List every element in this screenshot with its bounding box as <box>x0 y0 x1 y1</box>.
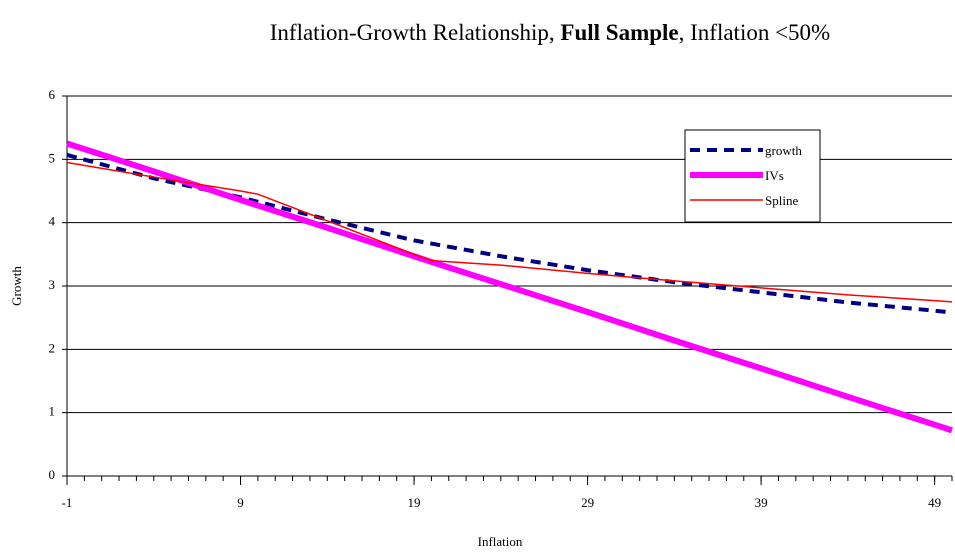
y-tick-label: 1 <box>49 404 56 419</box>
y-tick-label: 4 <box>49 214 56 229</box>
x-tick-label: 49 <box>928 495 941 510</box>
x-tick-label: 39 <box>755 495 768 510</box>
y-tick-label: 3 <box>49 277 56 292</box>
chart-title: Inflation-Growth Relationship, Full Samp… <box>270 20 830 45</box>
y-axis-label: Growth <box>9 266 24 306</box>
x-tick-label: 19 <box>408 495 421 510</box>
x-tick-label: -1 <box>62 495 73 510</box>
y-tick-label: 2 <box>49 340 56 355</box>
legend-label: IVs <box>765 168 784 183</box>
title-run: Inflation-Growth Relationship, <box>270 20 561 45</box>
title-run: Full Sample <box>560 20 678 45</box>
y-tick-label: 6 <box>49 87 56 102</box>
legend-label: Spline <box>765 193 798 208</box>
x-tick-label: 29 <box>581 495 594 510</box>
x-tick-label: 9 <box>237 495 244 510</box>
y-tick-label: 5 <box>49 150 56 165</box>
x-axis-label: Inflation <box>478 534 523 549</box>
legend-label: growth <box>765 143 802 158</box>
series-line <box>66 140 953 434</box>
series-line <box>66 161 953 303</box>
title-run: , Inflation <50% <box>679 20 831 45</box>
series-line <box>66 152 953 315</box>
y-tick-label: 0 <box>49 467 56 482</box>
